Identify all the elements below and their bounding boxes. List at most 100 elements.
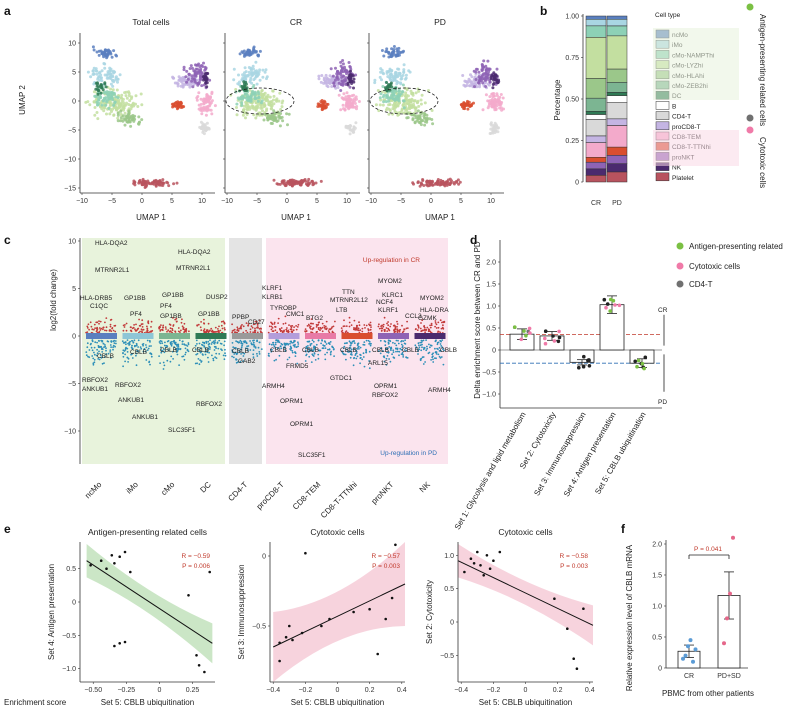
stack-ytick-label: 1.00 <box>565 14 579 21</box>
umap-point <box>413 99 417 103</box>
umap-point <box>154 184 158 188</box>
volcano-down-point <box>184 347 187 350</box>
umap-point <box>188 85 192 89</box>
volcano-down-point <box>441 339 444 341</box>
legend-swatch <box>655 111 670 120</box>
d-point <box>524 333 528 338</box>
volcano-up-point <box>188 330 190 333</box>
volcano-up-point <box>390 323 392 325</box>
volcano-down-point <box>197 358 200 360</box>
volcano-down-point <box>110 346 112 348</box>
volcano-down-point <box>137 346 140 348</box>
umap-point <box>258 78 262 82</box>
umap-point <box>128 99 132 103</box>
e-p-value: P = 0.003 <box>372 563 400 570</box>
umap-point <box>384 100 388 104</box>
volcano-down-point <box>122 355 125 358</box>
umap-point <box>245 53 249 57</box>
volcano-down-point <box>383 355 385 358</box>
volcano-down-point <box>307 340 310 343</box>
volcano-down-point <box>220 343 223 345</box>
umap-point <box>401 73 405 77</box>
volcano-down-point <box>241 344 244 347</box>
volcano-down-point <box>233 353 236 355</box>
volcano-down-point <box>91 339 94 341</box>
umap-point <box>247 66 251 69</box>
umap-point <box>428 179 432 183</box>
volcano-up-point <box>247 323 250 325</box>
d-pd-label: PD <box>658 399 667 406</box>
stack-segment <box>606 155 628 164</box>
volcano-down-point <box>167 349 170 351</box>
volcano-down-point <box>131 357 134 359</box>
umap-point <box>103 81 107 85</box>
umap-point <box>396 80 400 84</box>
volcano-up-point <box>172 317 174 319</box>
e-p-value: P = 0.006 <box>182 563 210 570</box>
volcano-down-point <box>214 341 217 343</box>
umap-point <box>352 77 356 81</box>
umap-point <box>463 84 467 88</box>
volcano-down-point <box>280 347 283 350</box>
umap-point <box>119 116 123 120</box>
volcano-down-point <box>256 355 259 357</box>
umap-point <box>488 95 492 99</box>
umap-point <box>276 119 280 123</box>
umap-point <box>114 75 118 79</box>
volcano-up-point <box>424 331 426 334</box>
umap-point <box>381 85 385 88</box>
gene-label: SLC35F1 <box>168 427 196 434</box>
volcano-down-point <box>280 342 283 345</box>
umap-point <box>299 183 303 187</box>
umap-point <box>108 76 112 80</box>
umap-point <box>191 66 194 70</box>
f-cr-point <box>691 659 695 664</box>
umap-point <box>186 77 190 81</box>
umap-point <box>100 69 104 73</box>
umap-point <box>116 80 119 84</box>
volcano-down-point <box>207 340 210 343</box>
volcano-down-point <box>380 347 383 350</box>
umap-point <box>205 121 209 125</box>
e-xtick-label: 0.2 <box>365 687 375 694</box>
umap-point <box>95 81 99 85</box>
volcano-up-point <box>282 323 285 325</box>
volcano-down-point <box>163 351 166 354</box>
umap-point <box>198 65 202 68</box>
volcano-down-point <box>100 357 103 359</box>
umap-point <box>200 112 204 116</box>
umap-point <box>254 50 258 53</box>
gene-label: CBLB <box>340 347 357 354</box>
volcano-down-point <box>421 346 423 349</box>
umap-point <box>491 126 495 130</box>
volcano-up-point <box>293 326 295 328</box>
umap-point <box>239 97 243 101</box>
volcano-down-point <box>365 339 368 342</box>
umap-point <box>479 76 482 80</box>
panel-f-label: f <box>621 522 626 536</box>
umap-point <box>95 50 99 54</box>
volcano-down-point <box>236 341 239 343</box>
volcano-down-point <box>181 340 184 343</box>
umap-point <box>258 49 262 53</box>
umap-point <box>114 95 118 99</box>
umap-point <box>336 86 340 89</box>
volcano-up-point <box>442 324 444 327</box>
volcano-up-point <box>342 325 345 328</box>
volcano-down-point <box>231 342 234 344</box>
umap-point <box>472 69 476 73</box>
volcano-up-point <box>361 330 364 333</box>
d-point <box>527 326 532 331</box>
volcano-up-point <box>271 330 274 332</box>
e-r-value: R = −0.59 <box>181 553 210 560</box>
umap-point <box>280 115 284 119</box>
volcano-up-point <box>377 325 380 328</box>
umap-point <box>325 76 329 80</box>
umap-xtick-label: −5 <box>397 198 405 205</box>
umap-point <box>416 99 420 103</box>
volcano-up-point <box>200 321 203 323</box>
umap-point <box>256 99 260 103</box>
volcano-down-point <box>268 343 271 346</box>
volcano-down-point <box>353 347 356 350</box>
volcano-down-point <box>202 341 204 344</box>
